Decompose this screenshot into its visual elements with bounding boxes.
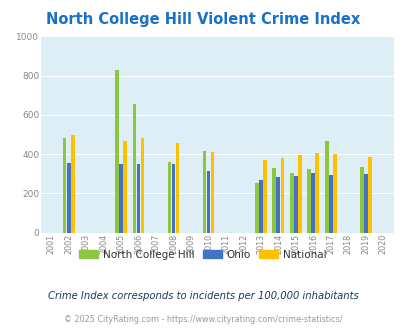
Bar (70, 135, 75, 233)
Bar (289, 173, 293, 233)
Bar (140, 138, 144, 233)
Bar (297, 155, 301, 233)
Bar (175, 143, 179, 233)
Bar (332, 154, 336, 233)
Bar (359, 167, 363, 233)
Bar (280, 158, 283, 233)
Bar (272, 168, 276, 233)
Bar (115, 70, 119, 233)
Bar (132, 104, 136, 233)
Bar (293, 176, 297, 233)
Bar (62, 138, 66, 233)
Bar (311, 173, 315, 233)
Bar (315, 153, 319, 233)
Bar (206, 171, 210, 233)
Bar (66, 163, 70, 233)
Bar (367, 157, 371, 233)
Bar (307, 169, 311, 233)
Bar (262, 160, 266, 233)
Bar (324, 141, 328, 233)
Bar (276, 177, 279, 233)
Bar (328, 175, 332, 233)
Bar (254, 182, 258, 233)
Bar (363, 174, 367, 233)
Text: North College Hill Violent Crime Index: North College Hill Violent Crime Index (46, 12, 359, 26)
Legend: North College Hill, Ohio, National: North College Hill, Ohio, National (75, 246, 330, 264)
Text: © 2025 CityRating.com - https://www.cityrating.com/crime-statistics/: © 2025 CityRating.com - https://www.city… (64, 315, 341, 324)
Bar (171, 164, 175, 233)
Bar (136, 164, 140, 233)
Bar (167, 162, 171, 233)
Bar (123, 141, 127, 233)
Bar (210, 152, 214, 233)
Bar (202, 151, 206, 233)
Text: Crime Index corresponds to incidents per 100,000 inhabitants: Crime Index corresponds to incidents per… (47, 291, 358, 301)
Bar (258, 180, 262, 233)
Bar (119, 164, 123, 233)
